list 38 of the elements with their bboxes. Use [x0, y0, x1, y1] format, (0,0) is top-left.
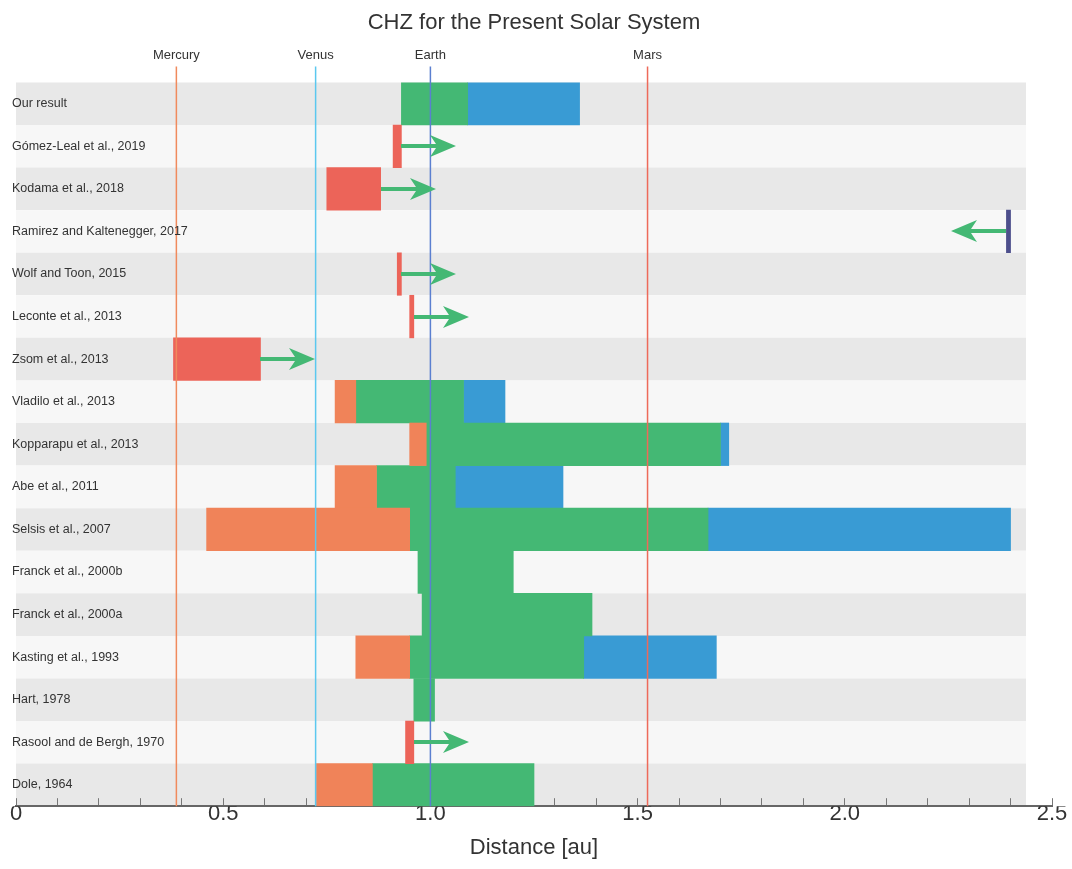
- bar: [467, 82, 580, 126]
- bar: [372, 763, 535, 807]
- bar: [392, 124, 402, 168]
- bar: [1006, 209, 1011, 254]
- x-axis-title: Distance [au]: [469, 833, 599, 859]
- y-tick-label: Franck et al., 2000b: [12, 564, 123, 579]
- y-tick-label: Dole, 1964: [12, 777, 73, 792]
- y-tick-label: Kopparapu et al., 2013: [12, 436, 139, 451]
- y-tick-label: Leconte et al., 2013: [12, 309, 122, 324]
- y-tick-label: Kasting et al., 1993: [12, 649, 120, 664]
- bar: [583, 635, 717, 679]
- ref-line-label: Earth: [414, 47, 446, 63]
- bar: [409, 294, 415, 339]
- y-tick-label: Hart, 1978: [12, 692, 71, 707]
- y-tick-label: Zsom et al., 2013: [12, 351, 109, 366]
- y-tick-label: Our result: [12, 96, 68, 111]
- chart-title: CHZ for the Present Solar System: [367, 9, 701, 35]
- y-tick-label: Abe et al., 2011: [12, 479, 99, 494]
- y-tick-label: Gómez-Leal et al., 2019: [12, 138, 146, 153]
- bar: [401, 82, 469, 126]
- bar: [405, 720, 415, 764]
- bar: [409, 422, 427, 466]
- y-tick-label: Franck et al., 2000a: [12, 607, 123, 622]
- bar: [355, 635, 411, 679]
- y-tick-label: Rasool and de Bergh, 1970: [12, 734, 165, 749]
- y-tick-label: Selsis et al., 2007: [12, 521, 111, 536]
- y-tick-label: Vladilo et al., 2013: [12, 394, 115, 409]
- bar: [463, 380, 506, 424]
- bar: [316, 763, 373, 807]
- ref-line-label: Venus: [297, 47, 335, 63]
- ref-line-label: Mercury: [152, 47, 201, 63]
- y-tick-label: Wolf and Toon, 2015: [12, 266, 127, 281]
- bar: [454, 465, 564, 509]
- ref-line-label: Mars: [633, 47, 663, 63]
- y-tick-label: Kodama et al., 2018: [12, 181, 124, 196]
- bar: [334, 380, 357, 424]
- bar: [396, 252, 402, 296]
- bar: [707, 507, 1011, 552]
